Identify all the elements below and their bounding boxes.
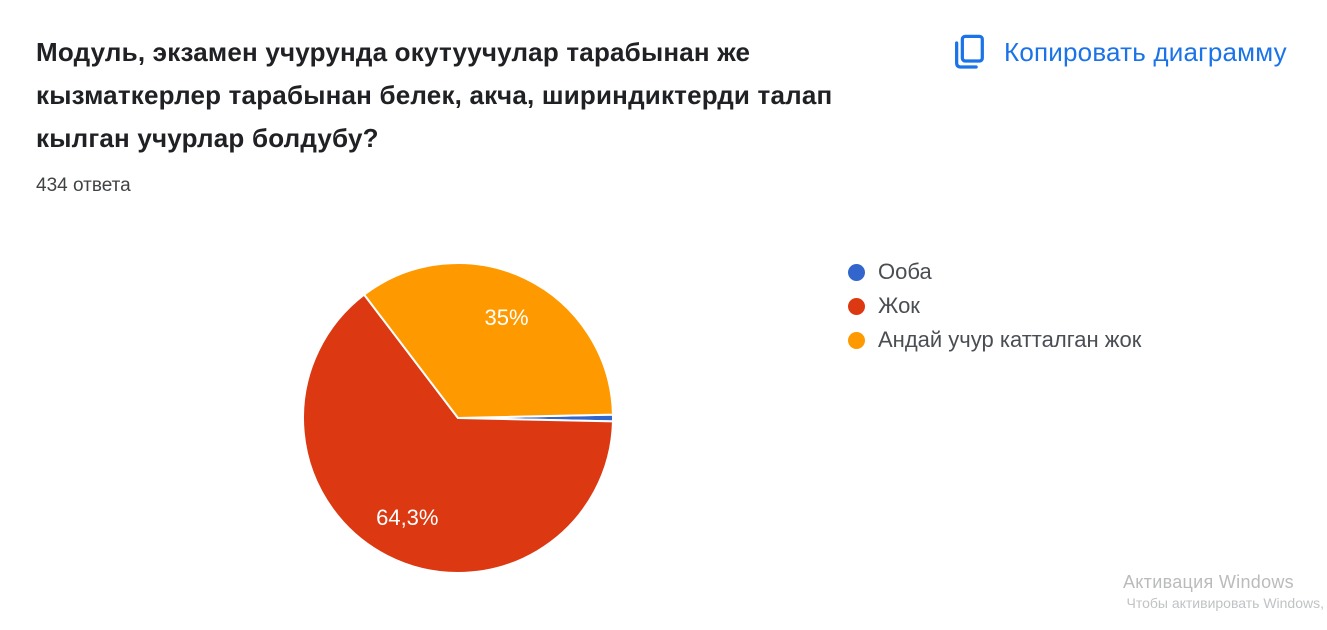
legend-item: Андай учур катталган жок [848, 323, 1141, 357]
legend-item: Жок [848, 289, 1141, 323]
legend-item: Ооба [848, 255, 1141, 289]
copy-chart-label: Копировать диаграмму [1004, 36, 1287, 67]
pie-slice-2[interactable] [363, 262, 614, 419]
question-title-line: кызматкерлер тарабынан белек, акча, шири… [36, 80, 833, 110]
pie-chart-svg: 64,3% 35% [302, 262, 614, 574]
question-title: Модуль, экзамен учурунда окутуучулар тар… [36, 31, 936, 160]
legend-color-dot [848, 331, 865, 349]
legend-color-dot [848, 263, 865, 281]
windows-activation-watermark-sub: Чтобы активировать Windows, [1126, 595, 1324, 611]
pie-chart: 64,3% 35% [300, 260, 616, 576]
response-count: 434 ответа [36, 175, 131, 196]
question-title-line: кылган учурлар болдубу? [36, 123, 379, 153]
chart-legend: Ооба Жок Андай учур катталган жок [848, 255, 1141, 357]
legend-item-label: Андай учур катталган жок [878, 327, 1142, 352]
windows-activation-watermark: Активация Windows [1123, 572, 1294, 592]
pie-slice-1[interactable] [302, 293, 614, 574]
copy-icon [950, 33, 988, 71]
legend-color-dot [848, 297, 865, 315]
question-title-line: Модуль, экзамен учурунда окутуучулар тар… [36, 37, 751, 67]
copy-chart-button[interactable]: Копировать диаграмму [950, 29, 1287, 75]
legend-item-label: Жок [878, 293, 920, 318]
pie-slice-label: 35% [484, 305, 528, 330]
legend-item-label: Ооба [878, 259, 932, 284]
pie-slice-label: 64,3% [376, 505, 438, 530]
